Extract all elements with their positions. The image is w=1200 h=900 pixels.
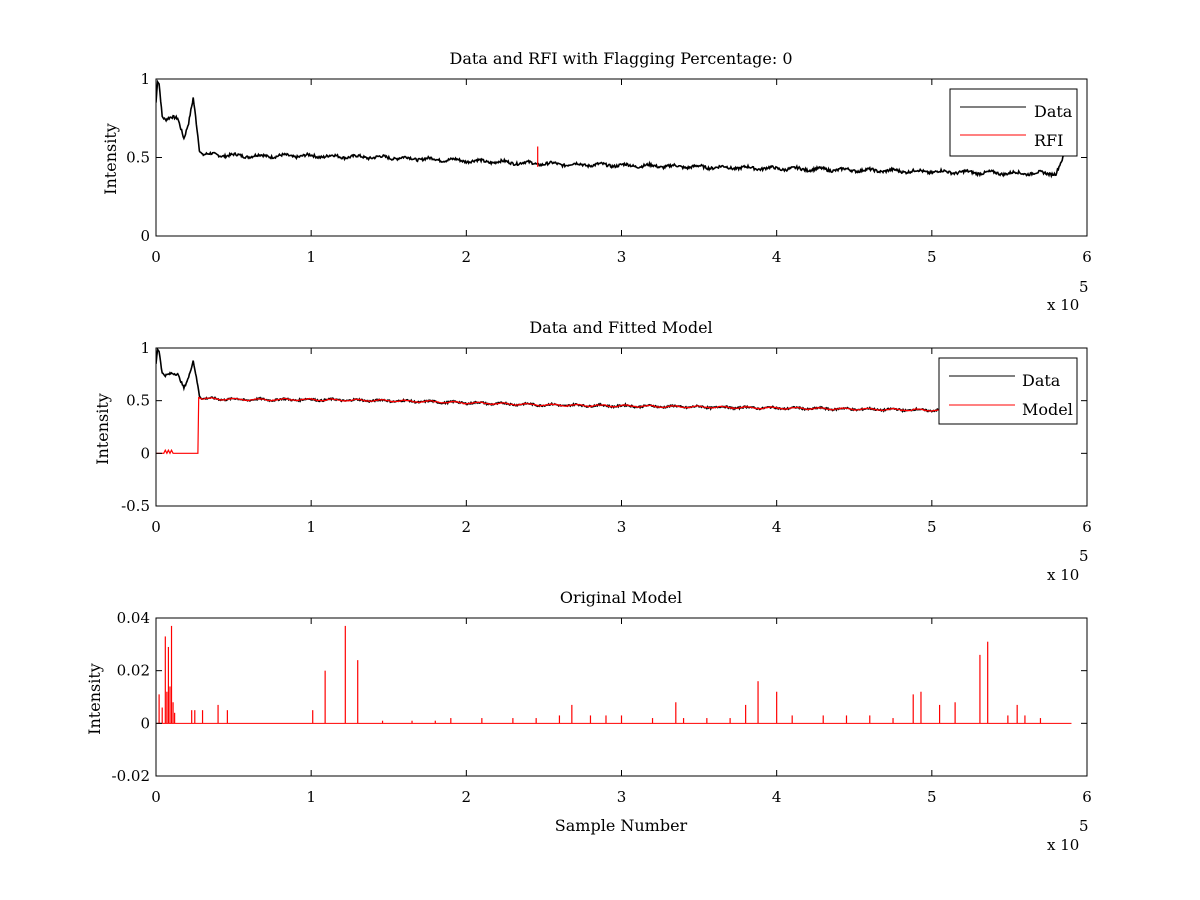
panel-2-legend-model-label: Model — [1022, 400, 1073, 419]
panel-3-x-exponent: 5 — [1079, 817, 1089, 835]
x-tick-label: 3 — [617, 518, 627, 536]
x-tick-label: 0 — [151, 248, 161, 266]
panel-1-legend-rfi-label: RFI — [1034, 131, 1063, 150]
y-tick-label: 0.04 — [117, 609, 150, 627]
x-tick-label: 6 — [1082, 248, 1092, 266]
x-tick-label: 2 — [462, 788, 472, 806]
x-tick-label: 3 — [617, 788, 627, 806]
x-tick-label: 4 — [772, 788, 782, 806]
panel-1-x-exponent: 5 — [1079, 278, 1089, 296]
panel-3-xlabel: Sample Number — [555, 816, 688, 835]
y-tick-label: 0 — [140, 227, 150, 245]
x-tick-label: 5 — [927, 248, 937, 266]
y-tick-label: 0.02 — [117, 662, 150, 680]
x-tick-label: 2 — [462, 248, 472, 266]
x-tick-label: 3 — [617, 248, 627, 266]
panel-2-legend-data-label: Data — [1022, 371, 1061, 390]
panel-1-legend-data-label: Data — [1034, 102, 1073, 121]
panel-1-title: Data and RFI with Flagging Percentage: 0 — [449, 49, 792, 68]
y-tick-label: 0.5 — [126, 149, 150, 167]
x-tick-label: 4 — [772, 518, 782, 536]
y-tick-label: 0 — [140, 444, 150, 462]
y-tick-label: -0.02 — [112, 767, 150, 785]
panel-3-title: Original Model — [560, 588, 682, 607]
x-tick-label: 2 — [462, 518, 472, 536]
x-tick-label: 5 — [927, 788, 937, 806]
panel-3-ylabel: Intensity — [85, 663, 104, 735]
y-tick-label: -0.5 — [121, 497, 150, 515]
panel-1-x-multiplier: x 10 — [1047, 296, 1079, 314]
x-tick-label: 6 — [1082, 788, 1092, 806]
panel-1: Data and RFI with Flagging Percentage: 0… — [101, 49, 1092, 314]
panel-1-ticks: 0 1 2 3 4 5 6 0 0.5 1 — [126, 70, 1092, 266]
x-tick-label: 0 — [151, 518, 161, 536]
panel-2: Data and Fitted Model Intensity 0 1 2 3 4 5 6 -… — [93, 318, 1092, 584]
panel-1-ylabel: Intensity — [101, 123, 120, 195]
series-line-data — [156, 79, 1065, 179]
x-tick-label: 4 — [772, 248, 782, 266]
panel-1-legend: Data RFI — [949, 88, 1078, 157]
y-tick-label: 1 — [140, 70, 150, 88]
x-tick-label: 0 — [151, 788, 161, 806]
y-tick-label: 0 — [140, 714, 150, 732]
panel-2-title: Data and Fitted Model — [529, 318, 712, 337]
y-tick-label: 1 — [140, 339, 150, 357]
x-tick-label: 5 — [927, 518, 937, 536]
x-tick-label: 1 — [306, 788, 316, 806]
panel-2-ticks: 0 1 2 3 4 5 6-0.500.51 — [121, 339, 1092, 536]
panel-3: Original Model Intensity Sample Number 0… — [85, 588, 1092, 854]
panel-3-x-multiplier: x 10 — [1047, 836, 1079, 854]
series-line-model — [156, 396, 1057, 455]
panel-2-x-exponent: 5 — [1079, 547, 1089, 565]
y-tick-label: 0.5 — [126, 392, 150, 410]
panel-2-ylabel: Intensity — [93, 393, 112, 465]
x-tick-label: 6 — [1082, 518, 1092, 536]
x-tick-label: 1 — [306, 518, 316, 536]
panel-2-x-multiplier: x 10 — [1047, 566, 1079, 584]
x-tick-label: 1 — [306, 248, 316, 266]
panel-2-legend: Data Model — [938, 357, 1078, 425]
